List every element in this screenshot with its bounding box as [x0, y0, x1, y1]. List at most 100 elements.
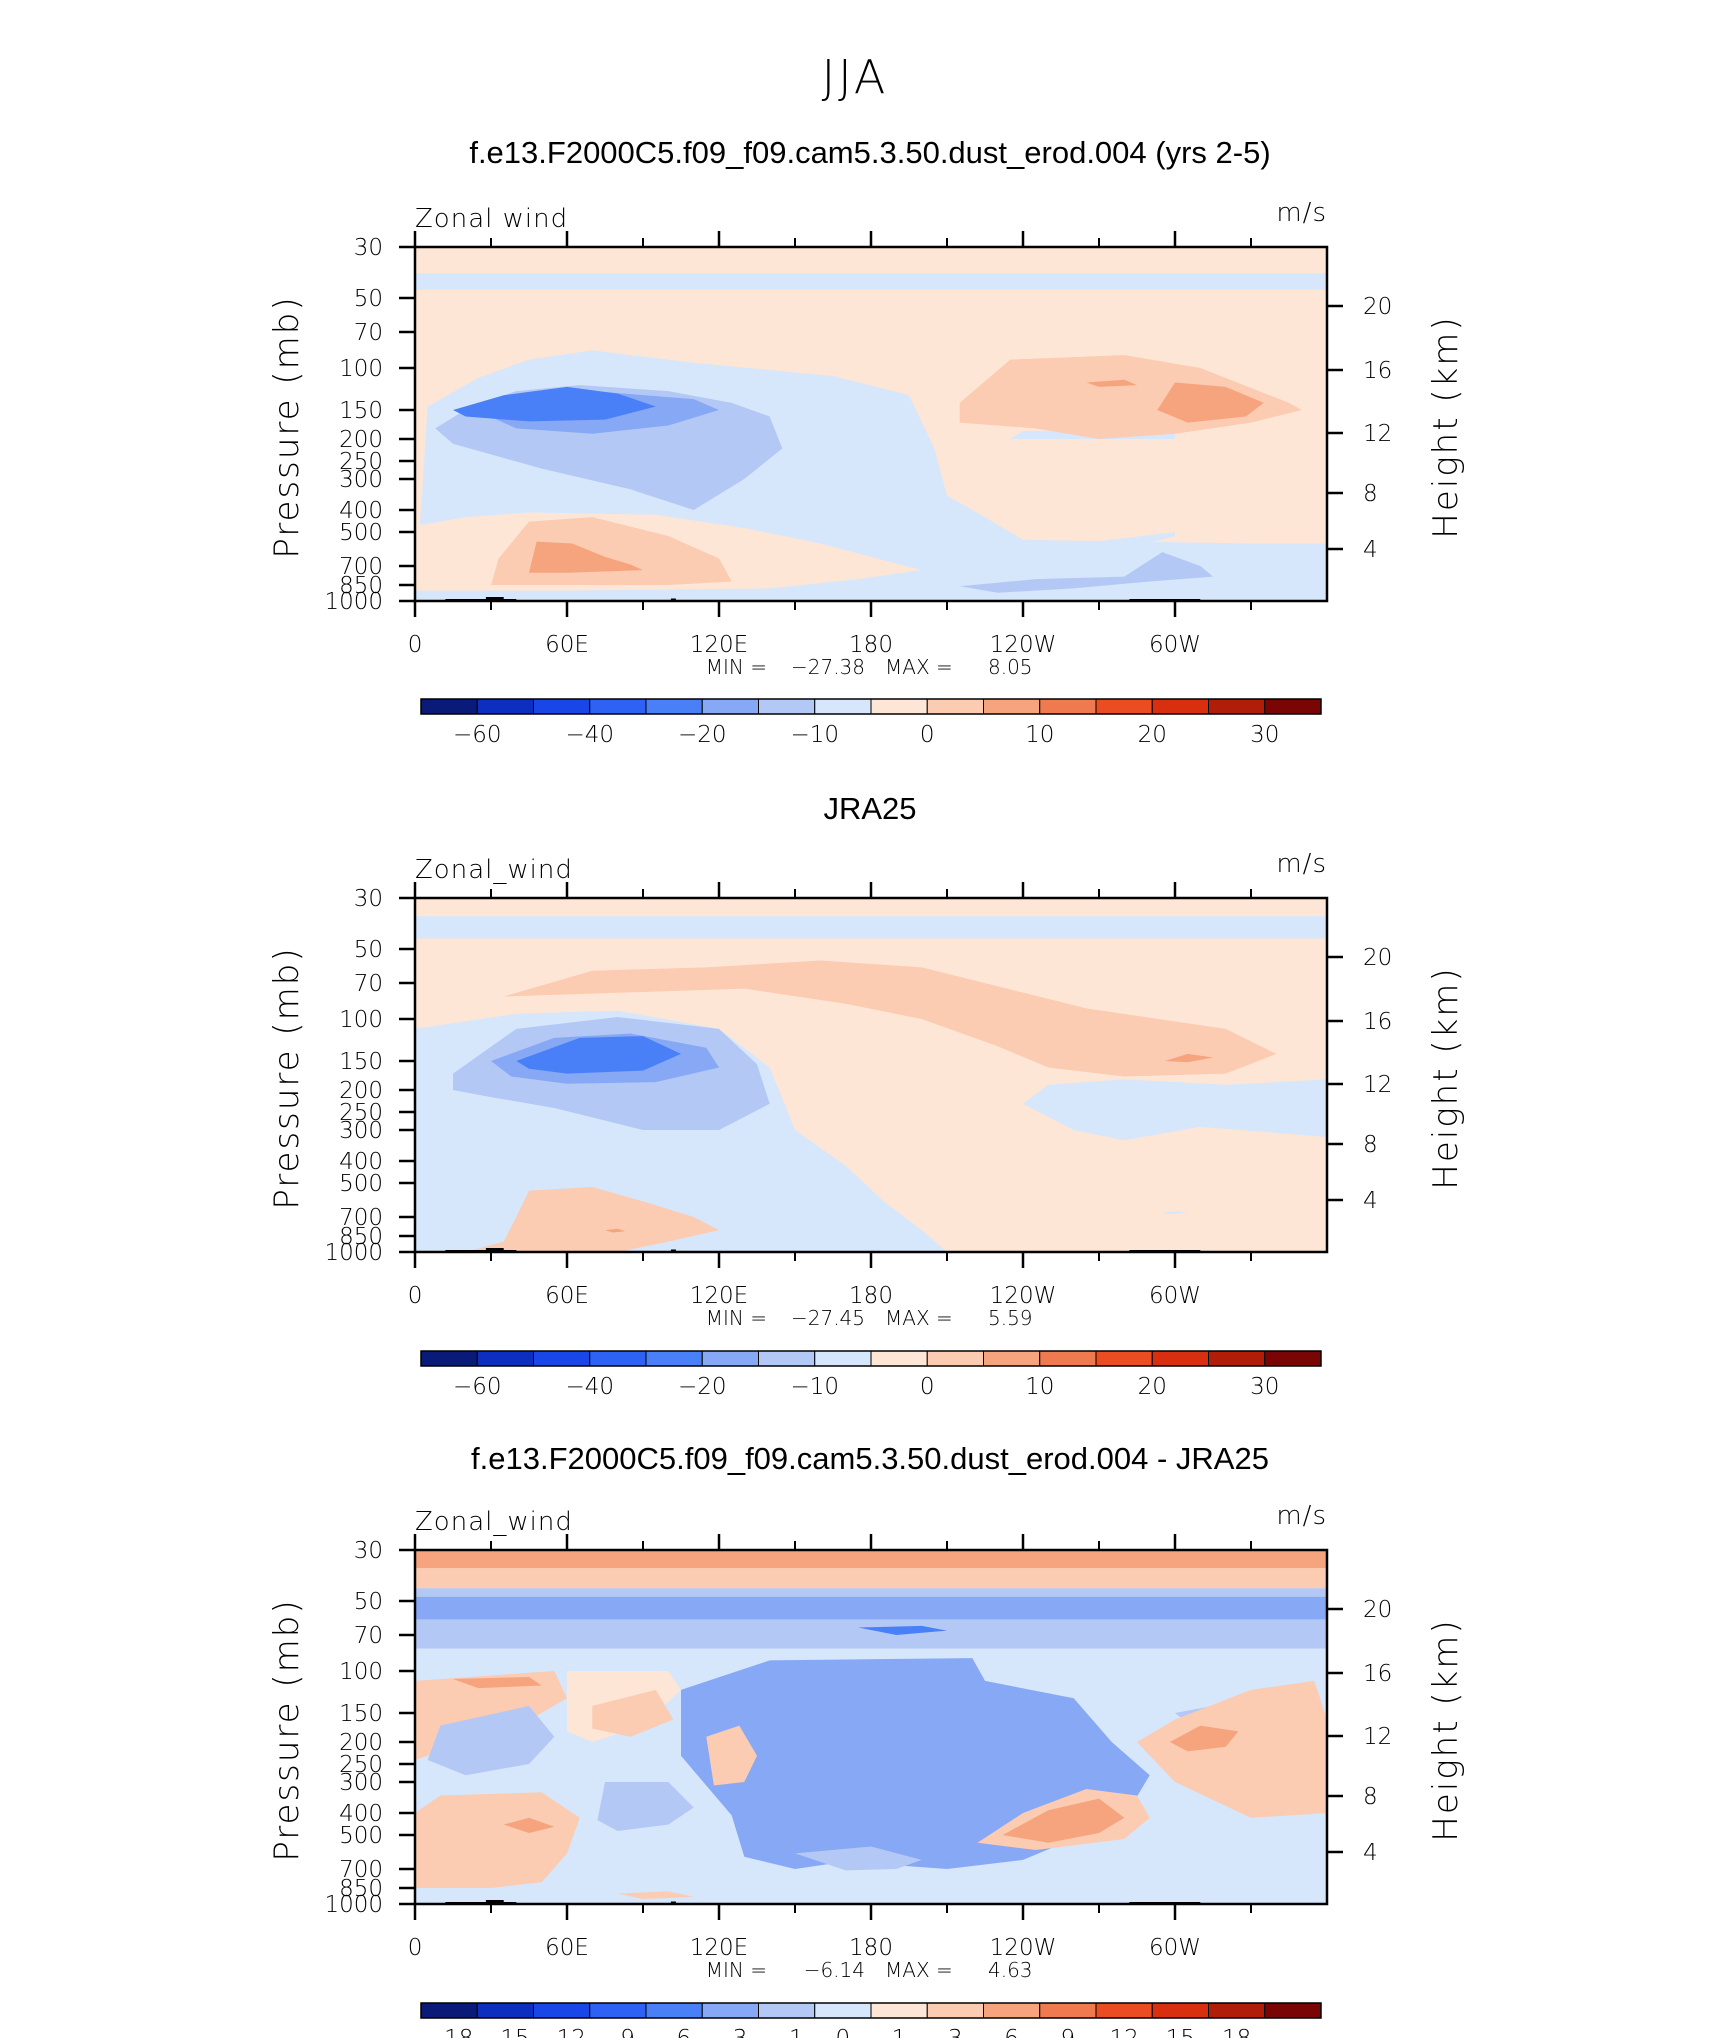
colorbar-box [533, 2002, 591, 2019]
colorbar-box [814, 1350, 872, 1367]
colorbar-box [926, 2002, 984, 2019]
colorbar-box [420, 2002, 478, 2019]
colorbar-tick-label: 20 [1138, 1374, 1167, 1400]
colorbar-tick-label: −9 [601, 2026, 635, 2038]
colorbar-box [814, 2002, 872, 2019]
contour-fills [415, 898, 1327, 1252]
y-tick-label: 700 [339, 554, 383, 580]
y-tick-label: 1000 [324, 589, 383, 615]
y2-tick-label: 8 [1363, 481, 1378, 507]
max-label: MAX = [885, 1306, 953, 1330]
contour-region-8 [516, 1036, 681, 1074]
y-tick-label: 100 [339, 1659, 383, 1685]
panel-title: f.e13.F2000C5.f09_f09.cam5.3.50.dust_ero… [469, 135, 1270, 170]
colorbar-box [1208, 698, 1266, 715]
x-tick-label: 60W [1149, 632, 1201, 658]
colorbar-box [1208, 1350, 1266, 1367]
colorbar-box [1039, 1350, 1097, 1367]
y-tick-label: 50 [354, 1589, 383, 1615]
contour-region-11 [1086, 379, 1137, 387]
y-tick-label: 300 [339, 1118, 383, 1144]
colorbar-box [701, 698, 759, 715]
contour-region-2 [415, 1568, 1327, 1589]
y-tick-label: 250 [339, 1100, 383, 1126]
colorbar-box [645, 2002, 703, 2019]
colorbar-box [1151, 2002, 1209, 2019]
x-tick-label: 180 [849, 632, 893, 658]
y2-tick-label: 12 [1363, 1072, 1392, 1098]
y-tick-label: 70 [354, 971, 383, 997]
y-tick-label: 150 [339, 398, 383, 424]
panel-title: f.e13.F2000C5.f09_f09.cam5.3.50.dust_ero… [471, 1441, 1269, 1476]
contour-region-14 [706, 1725, 757, 1786]
max-label: MAX = [885, 1958, 953, 1982]
colorbar: −60 −40 −20 −10 0 10 20 30 [420, 698, 1322, 748]
x-tick-label: 60W [1149, 1283, 1201, 1309]
x-tick-label: 120E [690, 632, 748, 658]
colorbar-tick-label: −60 [453, 1374, 502, 1400]
contour-region-11 [1162, 1211, 1188, 1215]
colorbar-box [1095, 698, 1153, 715]
colorbar-tick-label: −10 [790, 722, 839, 748]
y2-tick-label: 12 [1363, 421, 1392, 447]
y-tick-label: 500 [339, 520, 383, 546]
y-tick-label: 50 [354, 286, 383, 312]
colorbar-tick-label: −20 [678, 1374, 727, 1400]
y-tick-label: 100 [339, 1007, 383, 1033]
colorbar-tick-label: −40 [565, 722, 614, 748]
units-label: m/s [1276, 198, 1327, 228]
x-tick-label: 120W [990, 632, 1057, 658]
y-tick-label: 400 [339, 498, 383, 524]
colorbar: −60 −40 −20 −10 0 10 20 30 [420, 1350, 1322, 1400]
colorbar-box [476, 1350, 534, 1367]
x-tick-label: 120E [690, 1935, 748, 1961]
contour-region-18 [503, 1817, 555, 1833]
colorbar-tick-label: −12 [537, 2026, 586, 2038]
colorbar-box [589, 1350, 647, 1367]
x-tick-label: 0 [408, 632, 423, 658]
colorbar-box [758, 1350, 816, 1367]
y2-axis-title: Height (km) [1426, 315, 1466, 538]
y2-tick-label: 20 [1363, 1597, 1392, 1623]
colorbar-tick-label: 18 [1222, 2026, 1251, 2038]
contour-region-17 [415, 1792, 580, 1888]
x-tick-label: 120W [990, 1283, 1057, 1309]
colorbar-tick-label: 12 [1109, 2026, 1138, 2038]
y-tick-label: 200 [339, 1078, 383, 1104]
contour-region-25 [415, 1888, 567, 1904]
y-tick-label: 400 [339, 1149, 383, 1175]
contour-region-8 [529, 541, 643, 573]
y-tick-label: 70 [354, 1623, 383, 1649]
colorbar-box [870, 698, 928, 715]
x-tick-label: 120E [690, 1283, 748, 1309]
colorbar-box [1264, 698, 1322, 715]
colorbar-box [420, 698, 478, 715]
colorbar-box [1208, 2002, 1266, 2019]
y-tick-label: 30 [354, 1538, 383, 1564]
contour-region-15 [1137, 1680, 1327, 1818]
y2-tick-label: 8 [1363, 1784, 1378, 1810]
colorbar-box [589, 698, 647, 715]
y2-axis-title: Height (km) [1426, 966, 1466, 1189]
colorbar-tick-label: −10 [790, 1374, 839, 1400]
y-tick-label: 150 [339, 1049, 383, 1075]
variable-label: Zonal_wind [415, 1507, 573, 1537]
colorbar-tick-label: 15 [1166, 2026, 1195, 2038]
min-label: MIN = [706, 1958, 767, 1982]
colorbar-box [983, 1350, 1041, 1367]
x-tick-label: 120W [990, 1935, 1057, 1961]
x-tick-label: 60E [545, 1283, 589, 1309]
variable-label: Zonal_wind [415, 855, 573, 885]
min-value: −27.45 [791, 1306, 865, 1330]
colorbar-frame [420, 698, 1322, 715]
colorbar-box [870, 1350, 928, 1367]
y2-tick-label: 12 [1363, 1724, 1392, 1750]
x-tick-label: 60W [1149, 1935, 1201, 1961]
colorbar-box [983, 2002, 1041, 2019]
colorbar-box [476, 698, 534, 715]
y-axis-title: Pressure (mb) [267, 295, 307, 558]
colorbar-box [533, 698, 591, 715]
y-tick-label: 1000 [324, 1240, 383, 1266]
colorbar-box [814, 698, 872, 715]
